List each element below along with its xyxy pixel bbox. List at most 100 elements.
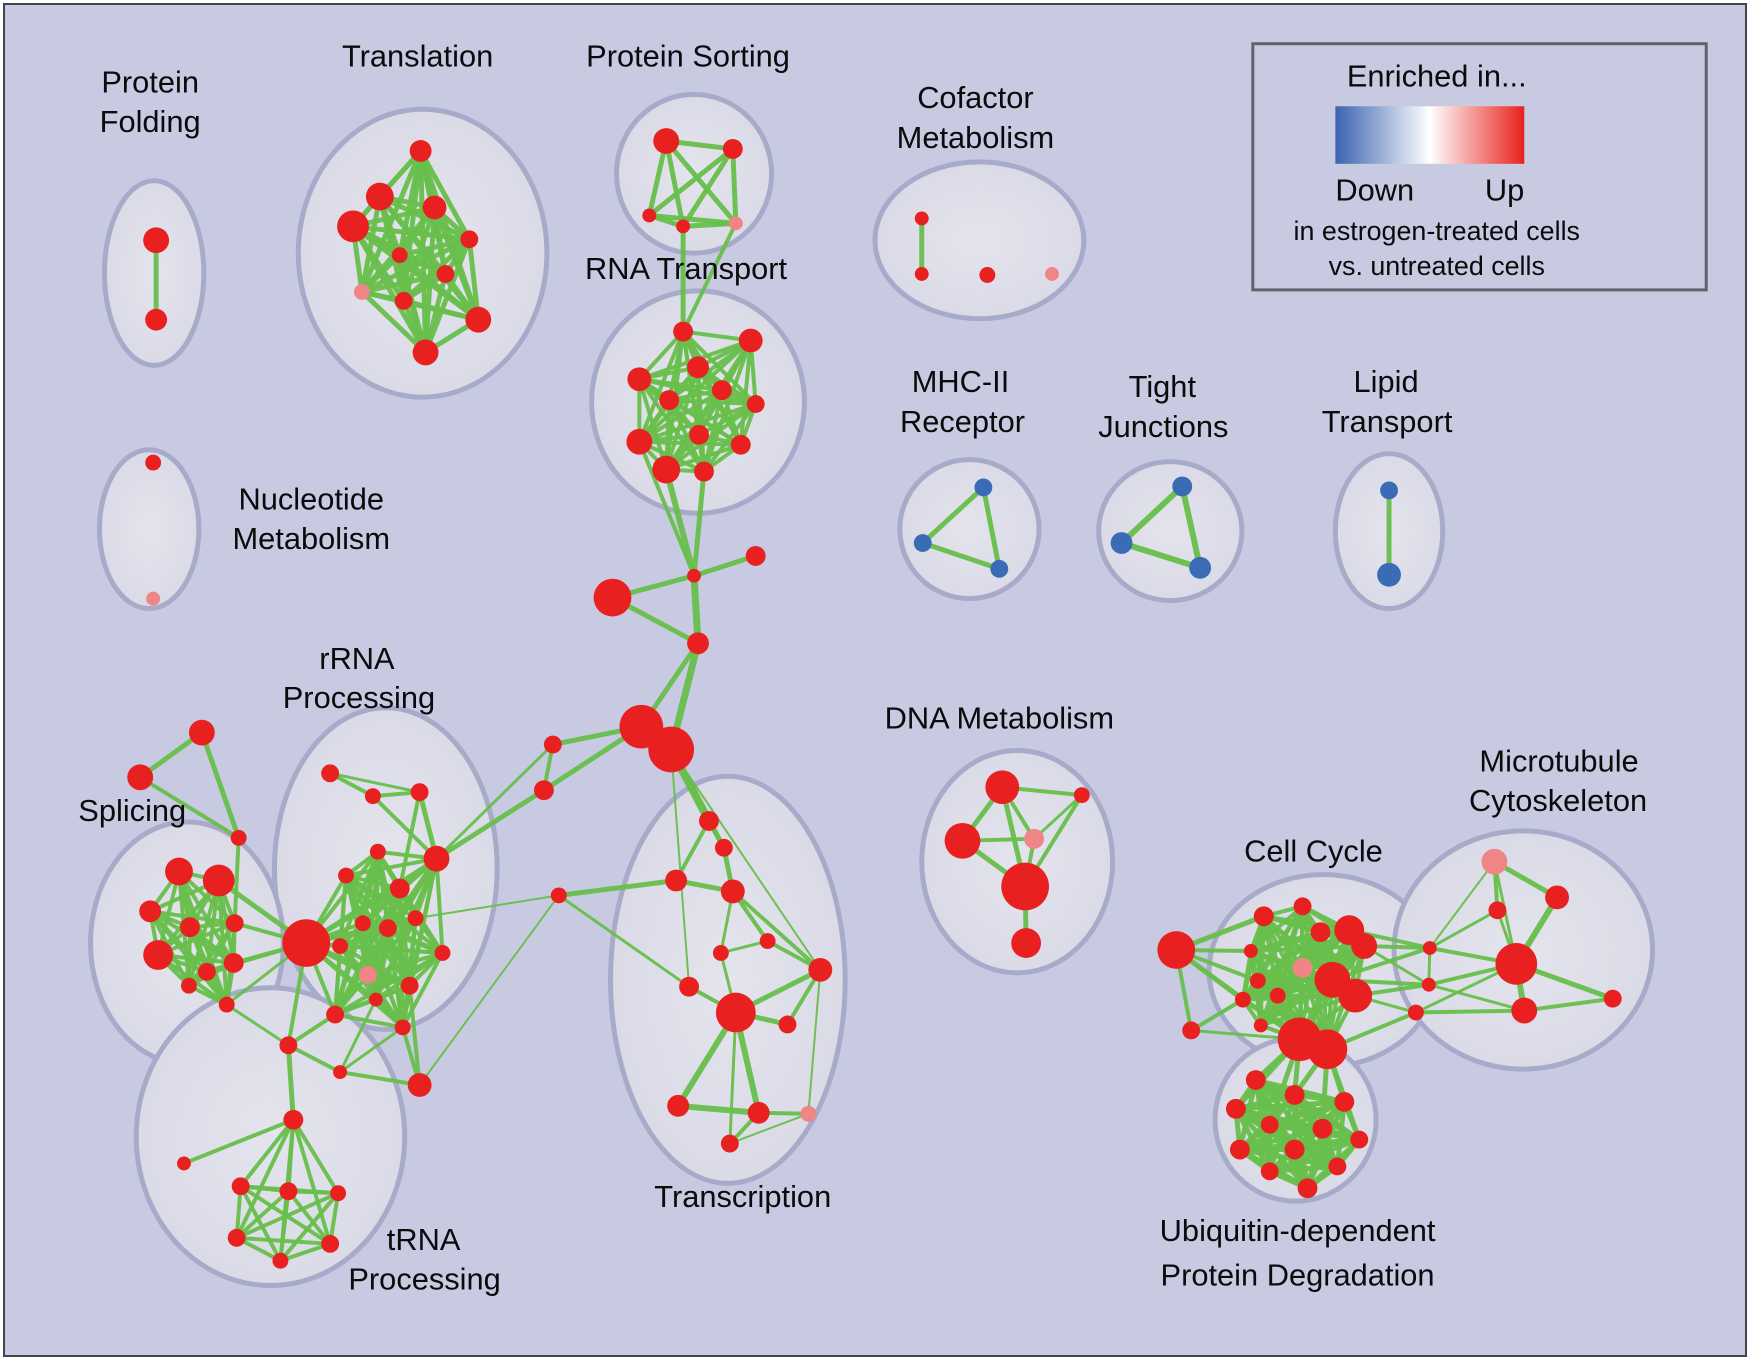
node-cc7[interactable] (1351, 933, 1378, 959)
node-tn5[interactable] (330, 1185, 347, 1202)
node-rr3[interactable] (410, 783, 429, 802)
node-m4[interactable] (687, 632, 709, 655)
node-m7[interactable] (543, 735, 562, 754)
node-dm6[interactable] (1011, 928, 1042, 958)
node-lt1[interactable] (1380, 481, 1398, 500)
node-mt6[interactable] (1603, 989, 1622, 1008)
node-rr2[interactable] (364, 788, 381, 805)
node-rr14[interactable] (400, 976, 419, 995)
node-nm1[interactable] (145, 454, 162, 471)
node-sp8[interactable] (223, 952, 244, 973)
node-mt5[interactable] (1511, 997, 1538, 1024)
node-tc1[interactable] (699, 811, 719, 831)
node-pf2[interactable] (145, 308, 168, 331)
node-mhc1[interactable] (974, 478, 993, 497)
node-cc3[interactable] (1253, 906, 1274, 927)
node-tr8[interactable] (353, 283, 370, 300)
node-dm5[interactable] (1001, 862, 1049, 911)
node-cc12[interactable] (1269, 987, 1286, 1004)
node-rt6[interactable] (659, 390, 680, 410)
node-ub3[interactable] (1334, 1091, 1355, 1112)
node-sp4[interactable] (179, 917, 200, 938)
node-sp9[interactable] (180, 977, 197, 994)
node-rt2[interactable] (738, 328, 763, 353)
node-tc12[interactable] (667, 1094, 690, 1117)
node-rr9[interactable] (378, 919, 397, 938)
node-lt2[interactable] (1377, 562, 1401, 587)
node-br3[interactable] (1407, 1004, 1424, 1021)
node-tn3[interactable] (231, 1177, 250, 1196)
node-mt2[interactable] (1545, 885, 1570, 910)
node-tc13[interactable] (747, 1101, 770, 1124)
node-mhc2[interactable] (913, 534, 932, 552)
node-tr9[interactable] (394, 291, 413, 310)
node-tj1[interactable] (1172, 476, 1193, 497)
node-tc2[interactable] (714, 838, 733, 857)
node-cc11[interactable] (1234, 991, 1251, 1008)
node-rr16[interactable] (368, 992, 383, 1007)
node-nm2[interactable] (146, 591, 161, 606)
node-dm2[interactable] (1073, 787, 1090, 804)
node-rr11[interactable] (282, 919, 331, 967)
node-dm4[interactable] (1024, 828, 1045, 849)
node-tn9[interactable] (279, 1036, 298, 1055)
node-cc5[interactable] (1310, 922, 1331, 943)
node-sp7[interactable] (197, 962, 216, 981)
node-tri2[interactable] (127, 764, 154, 791)
node-rr18[interactable] (394, 1019, 411, 1036)
node-br1[interactable] (1422, 941, 1437, 955)
node-rr15[interactable] (434, 945, 451, 961)
node-ub11[interactable] (1328, 1157, 1347, 1176)
node-tc15[interactable] (720, 1134, 739, 1153)
node-tr10[interactable] (465, 306, 492, 333)
node-rr17[interactable] (326, 1005, 345, 1024)
node-mhc3[interactable] (990, 559, 1009, 578)
node-tn4[interactable] (279, 1182, 298, 1201)
node-cc10[interactable] (1249, 972, 1266, 989)
node-pf1[interactable] (143, 227, 170, 254)
node-tc3[interactable] (665, 869, 688, 892)
node-rt11[interactable] (652, 455, 681, 484)
node-tn8[interactable] (272, 1252, 289, 1269)
node-rt3[interactable] (627, 367, 652, 392)
node-tr1[interactable] (409, 140, 432, 162)
node-tc9[interactable] (808, 957, 833, 982)
node-tr5[interactable] (460, 230, 479, 249)
node-ub9[interactable] (1284, 1139, 1305, 1160)
node-ub1[interactable] (1245, 1070, 1266, 1090)
node-dm1[interactable] (985, 770, 1020, 805)
node-ps2[interactable] (722, 139, 743, 159)
node-tc10[interactable] (715, 992, 756, 1033)
node-ub5[interactable] (1260, 1115, 1279, 1134)
node-tn2[interactable] (177, 1156, 191, 1171)
node-rt9[interactable] (689, 424, 709, 445)
node-tn10[interactable] (333, 1065, 348, 1080)
node-sp2[interactable] (202, 864, 235, 897)
node-cc4[interactable] (1293, 897, 1312, 916)
node-ub2[interactable] (1284, 1085, 1305, 1105)
node-ub7[interactable] (1350, 1130, 1369, 1149)
node-tn11[interactable] (407, 1073, 432, 1097)
node-rt14[interactable] (745, 545, 766, 566)
node-tc5[interactable] (550, 887, 567, 904)
node-br2[interactable] (1421, 977, 1436, 992)
node-sp6[interactable] (143, 940, 174, 970)
node-rr7[interactable] (423, 845, 450, 872)
node-cc1[interactable] (1157, 931, 1196, 969)
node-tr7[interactable] (436, 265, 455, 283)
node-rt1[interactable] (673, 321, 694, 342)
node-cc2[interactable] (1182, 1021, 1201, 1040)
node-tn1[interactable] (283, 1109, 304, 1130)
node-mt3[interactable] (1488, 901, 1507, 920)
node-rr4[interactable] (369, 843, 386, 860)
node-tr6[interactable] (391, 247, 408, 264)
node-ub6[interactable] (1312, 1118, 1333, 1139)
node-rt8[interactable] (626, 428, 653, 455)
node-tc14[interactable] (800, 1105, 817, 1122)
node-ps3[interactable] (642, 208, 657, 223)
node-cc8[interactable] (1292, 957, 1313, 978)
node-tc4[interactable] (720, 879, 745, 904)
node-rt5[interactable] (711, 380, 732, 401)
node-cf2[interactable] (914, 267, 929, 281)
node-rr12[interactable] (332, 938, 349, 954)
